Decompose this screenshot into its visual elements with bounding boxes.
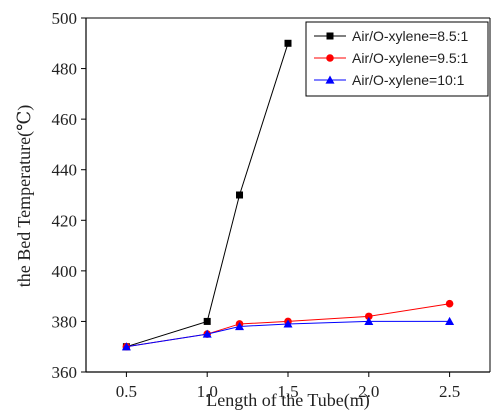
data-point [283, 319, 293, 328]
y-tick-label: 360 [52, 363, 78, 382]
x-tick-label: 2.5 [439, 382, 460, 401]
data-point [202, 329, 212, 338]
data-point [364, 316, 374, 326]
legend-label: Air/O-xylene=10:1 [352, 72, 465, 88]
data-point [284, 39, 292, 47]
legend-label: Air/O-xylene=8.5:1 [352, 28, 469, 44]
data-point [203, 317, 211, 325]
y-tick-label: 460 [52, 110, 78, 129]
legend-marker [326, 54, 334, 62]
plot-area [85, 17, 491, 373]
legend-item-3: Air/O-xylene=10:1 [314, 72, 465, 88]
legend-marker [326, 32, 334, 40]
y-tick-label: 440 [52, 161, 78, 180]
x-tick-label: 0.5 [116, 382, 137, 401]
series-line [126, 43, 289, 348]
y-axis-title: the Bed Temperature(℃) [14, 105, 35, 287]
legend-item-1: Air/O-xylene=8.5:1 [314, 28, 469, 44]
y-tick-label: 400 [52, 262, 78, 281]
data-point [445, 316, 455, 326]
data-point [121, 342, 131, 351]
data-point [236, 191, 244, 199]
y-tick-label: 420 [52, 211, 78, 230]
data-point [365, 312, 373, 321]
x-tick-label: 1.5 [277, 382, 298, 401]
series-1 [122, 39, 292, 351]
y-tick-label: 500 [52, 9, 78, 28]
legend-label: Air/O-xylene=9.5:1 [352, 50, 469, 66]
data-point [235, 321, 245, 331]
series-layer [121, 39, 455, 351]
y-tick-label: 480 [52, 60, 78, 79]
y-tick-label: 380 [52, 312, 78, 331]
x-axis-title: Length of the Tube(m) [206, 390, 370, 410]
legend-box [305, 21, 489, 97]
data-point [445, 299, 454, 308]
x-tick-label: 1.0 [197, 382, 218, 401]
series-3 [121, 316, 455, 351]
x-tick-label: 2.0 [358, 382, 379, 401]
series-line [126, 320, 450, 348]
axis-ticks: 0.5 1.0 1.5 2.0 2.5 360 380 400 420 440 460 480 500 [52, 9, 461, 401]
legend-item-2: Air/O-xylene=9.5:1 [314, 50, 469, 66]
legend-marker [325, 75, 335, 84]
legend: Air/O-xylene=8.5:1 Air/O-xylene=9.5:1 Air/… [305, 21, 489, 97]
